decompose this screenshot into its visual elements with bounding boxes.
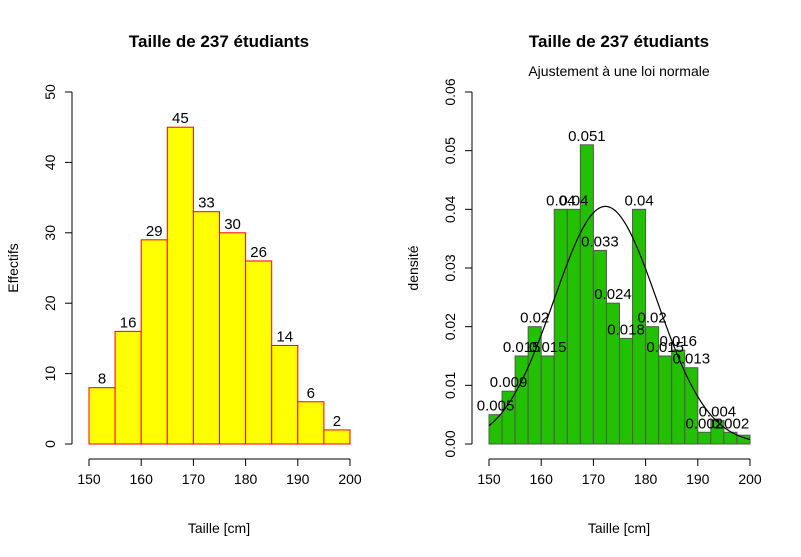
right-y-tick-label: 0.04 xyxy=(442,195,458,222)
right-x-tick-label: 160 xyxy=(530,471,554,487)
left-bar-label: 29 xyxy=(146,223,163,240)
right-histogram: 0.0050.0090.0150.020.0150.040.040.0510.0… xyxy=(442,78,762,487)
right-y-label: densité xyxy=(405,245,421,290)
left-bar-label: 14 xyxy=(276,328,293,345)
left-bar-label: 6 xyxy=(307,385,315,402)
left-y-tick-label: 0 xyxy=(42,440,58,448)
right-bar-label: 0.005 xyxy=(477,398,515,415)
right-bar-label: 0.033 xyxy=(581,233,619,250)
left-bar xyxy=(219,232,247,445)
right-bar xyxy=(684,367,699,445)
left-x-tick-label: 160 xyxy=(130,471,154,487)
left-bar xyxy=(166,126,194,445)
right-bar-label: 0.009 xyxy=(490,374,528,391)
left-bar xyxy=(271,344,299,445)
left-x-tick-label: 150 xyxy=(77,471,101,487)
left-bar-label: 30 xyxy=(224,216,241,233)
right-bar xyxy=(592,249,607,445)
right-bar-label: 0.013 xyxy=(673,351,711,368)
left-bar-label: 8 xyxy=(98,371,106,388)
right-bar-label: 0.015 xyxy=(646,339,684,356)
left-bar xyxy=(245,260,273,445)
right-bar-label: 0.002 xyxy=(686,415,724,432)
left-bar xyxy=(192,211,220,445)
right-bar xyxy=(514,355,529,445)
left-bar-label: 33 xyxy=(198,195,215,212)
right-x-tick-label: 150 xyxy=(477,471,501,487)
left-x-tick-label: 170 xyxy=(182,471,206,487)
right-bar xyxy=(619,337,634,445)
left-y-tick-label: 50 xyxy=(42,84,58,100)
right-bar-label: 0.02 xyxy=(520,310,549,327)
left-title: Taille de 237 étudiants xyxy=(129,32,309,51)
right-bar-label: 0.051 xyxy=(568,128,606,145)
left-bar-label: 16 xyxy=(120,314,137,331)
right-bar xyxy=(553,208,568,445)
left-bar-label: 45 xyxy=(172,110,189,127)
left-bar xyxy=(88,387,116,445)
right-bar xyxy=(579,144,594,445)
right-bar-label: 0.002 xyxy=(712,415,750,432)
right-x-tick-label: 190 xyxy=(686,471,710,487)
left-y-label: Effectifs xyxy=(5,243,21,293)
right-bar-label: 0.015 xyxy=(503,339,541,356)
left-histogram: 8 16 29 45 33 30 26 14 6 2 150 160 170 180 190 200 0 10 20… xyxy=(42,84,362,487)
right-bar-label: 0.04 xyxy=(624,192,653,209)
left-x-tick-label: 200 xyxy=(338,471,362,487)
right-bar-label: 0.024 xyxy=(594,286,632,303)
right-y-tick-label: 0.02 xyxy=(442,313,458,340)
left-bar-label: 2 xyxy=(333,413,341,430)
right-bar-label: 0.018 xyxy=(607,321,645,338)
right-y-tick-label: 0.03 xyxy=(442,254,458,281)
left-bar-label: 26 xyxy=(250,244,267,261)
normal-fit-curve xyxy=(488,205,751,441)
right-bar-label: 0.004 xyxy=(699,404,737,421)
right-bar xyxy=(658,355,673,445)
right-bar-label: 0.016 xyxy=(659,333,697,350)
left-y-tick-label: 20 xyxy=(42,295,58,311)
right-bar xyxy=(566,208,581,445)
right-x-label: Taille [cm] xyxy=(588,520,650,536)
left-y-tick-label: 10 xyxy=(42,366,58,382)
right-subtitle: Ajustement à une loi normale xyxy=(528,63,710,79)
right-x-tick-label: 170 xyxy=(582,471,606,487)
right-y-tick-label: 0.06 xyxy=(442,78,458,105)
left-x-label: Taille [cm] xyxy=(188,520,250,536)
left-x-tick-label: 180 xyxy=(234,471,258,487)
right-bar-label: 0.04 xyxy=(546,192,575,209)
left-y-tick-label: 40 xyxy=(42,154,58,170)
right-bar xyxy=(736,434,751,445)
right-title: Taille de 237 étudiants xyxy=(529,32,709,51)
right-x-tick-label: 180 xyxy=(634,471,658,487)
right-bar-label: 0.04 xyxy=(559,192,588,209)
left-bar xyxy=(323,429,351,445)
right-y-tick-label: 0.01 xyxy=(442,371,458,398)
right-x-tick-label: 200 xyxy=(738,471,762,487)
right-y-tick-label: 0.00 xyxy=(442,430,458,457)
left-bar xyxy=(114,330,142,445)
left-x-tick-label: 190 xyxy=(286,471,310,487)
left-y-tick-label: 30 xyxy=(42,225,58,241)
right-bar xyxy=(540,355,555,445)
right-y-tick-label: 0.05 xyxy=(442,137,458,164)
left-bar xyxy=(140,239,168,445)
left-bar xyxy=(297,401,325,445)
right-bar xyxy=(697,431,712,445)
right-bar-label: 0.02 xyxy=(638,310,667,327)
